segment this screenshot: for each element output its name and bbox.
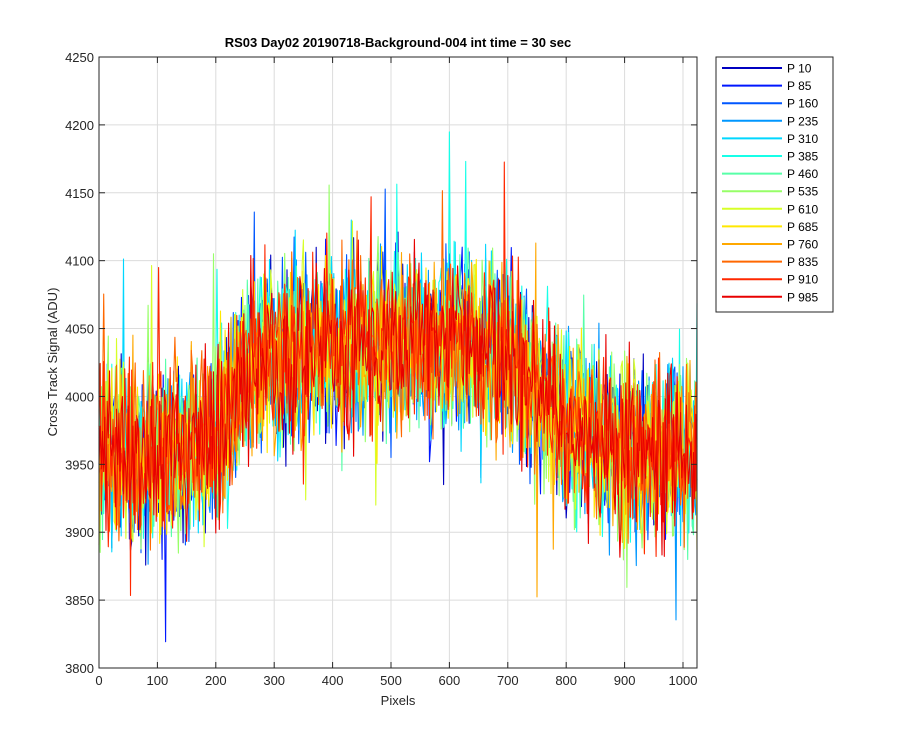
y-tick-label: 4150 [65,186,94,201]
y-tick-label: 3800 [65,661,94,676]
y-axis: 3800 3850 3900 3950 4000 4050 4100 4150 4200 4250 [65,50,697,676]
x-tick-label: 1000 [669,673,698,688]
legend-label: P 910 [787,273,818,287]
legend-label: P 160 [787,97,818,111]
x-tick-label: 200 [205,673,227,688]
y-tick-label: 4100 [65,254,94,269]
x-tick-label: 900 [614,673,636,688]
legend: P 10 P 85 P 160 P 235 P 310 P 385 P 460 P 535 P … [715,56,834,313]
legend-label: P 985 [787,290,818,304]
x-axis-label: Pixels [381,693,416,708]
x-tick-label: 0 [95,673,102,688]
legend-label: P 760 [787,238,818,252]
y-tick-label: 4200 [65,118,94,133]
x-tick-label: 500 [380,673,402,688]
series-lines [98,131,698,643]
legend-label: P 385 [787,150,818,164]
x-tick-label: 700 [497,673,519,688]
y-tick-label: 3900 [65,525,94,540]
y-tick-label: 3950 [65,457,94,472]
legend-box [715,56,834,313]
legend-label: P 235 [787,114,818,128]
y-tick-label: 3850 [65,593,94,608]
y-axis-label: Cross Track Signal (ADU) [45,288,60,437]
legend-label: P 310 [787,132,818,146]
y-tick-label: 4250 [65,50,94,65]
x-tick-label: 400 [322,673,344,688]
x-tick-label: 600 [439,673,461,688]
series-line [98,161,698,597]
legend-label: P 10 [787,62,812,76]
legend-label: P 85 [787,79,812,93]
x-tick-label: 300 [263,673,285,688]
x-tick-label: 100 [147,673,169,688]
series-line [98,238,698,558]
legend-label: P 685 [787,220,818,234]
legend-label: P 535 [787,185,818,199]
y-tick-label: 4050 [65,322,94,337]
axes-box [98,56,698,669]
x-tick-label: 800 [555,673,577,688]
legend-label: P 835 [787,255,818,269]
legend-label: P 460 [787,167,818,181]
legend-label: P 610 [787,202,818,216]
chart-title: RS03 Day02 20190718-Background-004 int t… [225,35,572,50]
y-tick-label: 4000 [65,389,94,404]
x-axis: 0 100 200 300 400 500 600 700 800 900 1000 [95,57,697,688]
